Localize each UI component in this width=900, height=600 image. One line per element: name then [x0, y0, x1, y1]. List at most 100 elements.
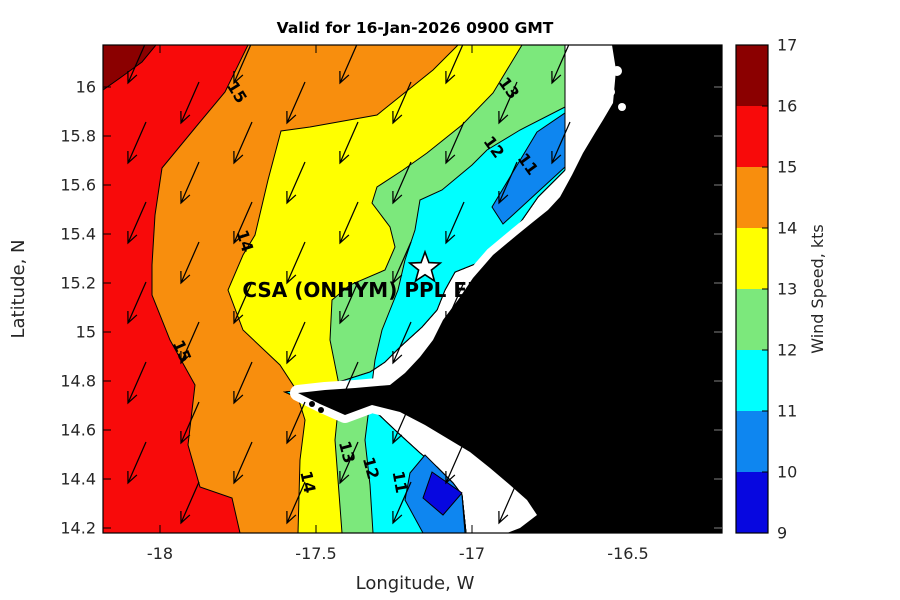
- x-tick-label: -16.5: [607, 544, 648, 563]
- wind-arrow-icon: [180, 161, 200, 205]
- x-tick-label: -17.5: [295, 544, 336, 563]
- wind-arrow-icon: [233, 361, 253, 405]
- wind-arrow-icon: [286, 241, 306, 285]
- wind-arrow-icon: [710, 336, 722, 365]
- wind-arrow-icon: [392, 241, 412, 285]
- y-tick-label: 15.8: [60, 127, 96, 146]
- wind-arrow-icon: [498, 321, 518, 365]
- wind-arrow-icon: [127, 45, 146, 85]
- wind-arrow-icon: [604, 321, 624, 365]
- y-tick-label: 16: [76, 78, 96, 97]
- colorbar-tick-label: 17: [777, 36, 797, 55]
- river-islet-2: [618, 103, 626, 111]
- y-tick-label: 14.4: [60, 470, 96, 489]
- wind-arrow-icon: [445, 361, 465, 405]
- colorbar-band-13-14: [736, 228, 768, 289]
- wind-arrow-icon: [180, 481, 200, 525]
- x-tick-label: -17: [459, 544, 485, 563]
- river-islet-0: [612, 66, 622, 76]
- y-tick-label: 14.6: [60, 421, 96, 440]
- wind-arrow-icon: [127, 121, 147, 165]
- wind-arrow-icon: [604, 401, 624, 445]
- wind-arrow-icon: [392, 401, 412, 445]
- x-axis-label: Longitude, W: [356, 573, 475, 594]
- colorbar-tick-label: 15: [777, 158, 797, 177]
- band-9-10: [422, 471, 463, 516]
- wind-arrow-icon: [392, 321, 412, 365]
- axes-layer: -18 -17.5 -17 -16.5 16 15.8 15.6 15.4 15.2 15 14.8…: [60, 36, 797, 564]
- wind-arrow-icon: [392, 161, 412, 205]
- wind-arrow-icon: [233, 121, 253, 165]
- wind-arrow-icon: [657, 441, 677, 485]
- wind-arrow-icon: [445, 121, 465, 165]
- y-tick-label: 15: [76, 323, 96, 342]
- station-star-marker: [407, 249, 443, 283]
- wind-arrow-icon: [445, 201, 465, 245]
- wind-arrow-icon: [498, 481, 518, 525]
- wind-arrow-icon: [127, 361, 147, 405]
- colorbar-band-11-12: [736, 350, 768, 411]
- colorbar-tick-label: 11: [777, 402, 797, 421]
- wind-arrow-icon: [127, 201, 147, 245]
- colorbar-label: Wind Speed, kts: [808, 224, 827, 354]
- y-tick-label: 15.6: [60, 176, 96, 195]
- y-tick-label: 14.2: [60, 519, 96, 538]
- wind-arrow-icon: [392, 481, 412, 525]
- wind-arrow-icon: [233, 201, 253, 245]
- wind-arrow-icon: [180, 241, 200, 285]
- wind-arrow-icon: [604, 481, 624, 525]
- wind-arrow-icon: [551, 201, 571, 245]
- text-overlay: Valid for 16-Jan-2026 0900 GMT Longitude…: [8, 19, 827, 594]
- wind-arrow-icon: [233, 441, 253, 485]
- wind-arrow-icon: [551, 45, 570, 85]
- land-mass: [298, 45, 722, 533]
- coastal-islet-0: [309, 401, 315, 407]
- wind-arrow-icon: [710, 256, 722, 285]
- band-16-17: [103, 45, 157, 91]
- license-area-annotation: CSA (ONHYM) PPL EP: [242, 278, 481, 302]
- river-islet-3: [606, 57, 612, 63]
- wind-arrow-icon: [339, 121, 359, 165]
- colorbar-band-12-13: [736, 289, 768, 350]
- contour-label-14: 14: [296, 469, 319, 495]
- wind-arrow-icon: [445, 441, 465, 485]
- river-islet-1: [607, 88, 615, 96]
- wind-arrow-icon: [339, 441, 359, 485]
- wind-arrow-icon: [180, 81, 200, 125]
- wind-arrow-icon: [392, 81, 412, 125]
- wind-arrow-icon: [498, 401, 518, 445]
- wind-arrow-icon: [551, 121, 571, 165]
- wind-arrow-icon: [498, 241, 518, 285]
- y-tick-label: 14.8: [60, 372, 96, 391]
- wind-arrow-icon: [180, 321, 200, 365]
- wind-arrow-icon: [180, 401, 200, 445]
- wind-arrow-icon: [445, 281, 465, 325]
- wind-arrow-icon: [604, 161, 624, 205]
- wind-arrow-icon: [551, 441, 571, 485]
- wind-arrow-icon: [233, 281, 253, 325]
- y-axis-label: Latitude, N: [8, 240, 29, 339]
- colorbar-band-9-10: [736, 472, 768, 533]
- wind-arrow-icon: [286, 81, 306, 125]
- wind-arrows: [127, 45, 722, 525]
- wind-arrow-icon: [127, 281, 147, 325]
- wind-arrow-icon: [233, 45, 252, 85]
- plot-border: [102, 44, 723, 534]
- y-tick-label: 15.4: [60, 225, 96, 244]
- colorbar-tick-label: 9: [777, 524, 787, 543]
- figure-title: Valid for 16-Jan-2026 0900 GMT: [277, 19, 554, 37]
- wind-arrow-icon: [286, 161, 306, 205]
- colorbar-tick-label: 12: [777, 341, 797, 360]
- colorbar-band-16-17: [736, 45, 768, 106]
- colorbar-band-10-11: [736, 411, 768, 472]
- coastal-islet-1: [318, 407, 324, 413]
- contour-label-11: 11: [389, 469, 412, 494]
- wind-arrow-icon: [657, 201, 677, 245]
- wind-arrow-icon: [498, 161, 518, 205]
- wind-arrow-icon: [604, 241, 624, 285]
- wind-arrow-icon: [710, 176, 722, 205]
- colorbar-tick-label: 16: [777, 97, 797, 116]
